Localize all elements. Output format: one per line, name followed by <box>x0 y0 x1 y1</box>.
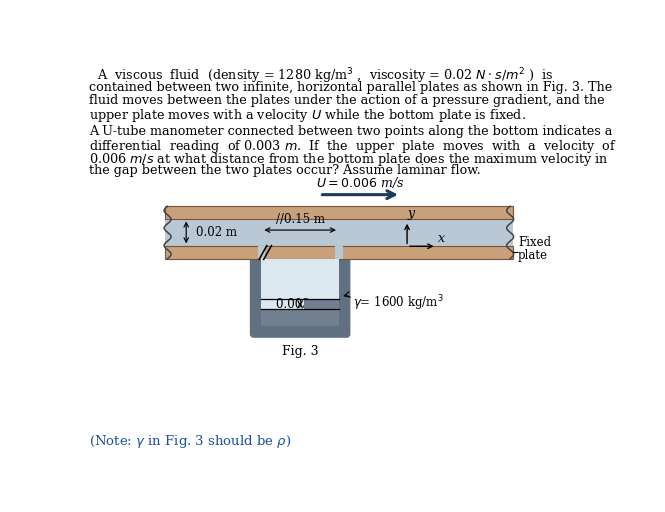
Text: (Note: $\gamma$ in Fig. 3 should be $\rho$): (Note: $\gamma$ in Fig. 3 should be $\rh… <box>89 433 292 450</box>
Text: $\gamma$= 1600 kg/m$^3$: $\gamma$= 1600 kg/m$^3$ <box>353 293 444 313</box>
FancyBboxPatch shape <box>251 255 350 337</box>
Text: //0.15 m: //0.15 m <box>275 213 325 226</box>
Bar <box>335 246 342 259</box>
Text: 0.006 $m/s$ at what distance from the bottom plate does the maximum velocity in: 0.006 $m/s$ at what distance from the bo… <box>89 151 608 168</box>
Text: differential  reading  of 0.003 $m$.  If  the  upper  plate  moves  with  a  vel: differential reading of 0.003 $m$. If th… <box>89 138 617 155</box>
Text: plate: plate <box>518 249 548 262</box>
Bar <box>304 300 339 309</box>
Text: Fig. 3: Fig. 3 <box>282 345 319 358</box>
Bar <box>164 246 513 259</box>
Bar <box>164 219 513 246</box>
Text: A U-tube manometer connected between two points along the bottom indicates a: A U-tube manometer connected between two… <box>89 124 612 138</box>
Text: fluid moves between the plates under the action of a pressure gradient, and the: fluid moves between the plates under the… <box>89 94 605 107</box>
Bar <box>261 309 339 326</box>
Bar <box>261 259 339 326</box>
Text: the gap between the two plates occur? Assume laminar flow.: the gap between the two plates occur? As… <box>89 164 481 177</box>
Text: 0.02 m: 0.02 m <box>196 226 237 239</box>
Text: 0.003 m: 0.003 m <box>276 298 325 311</box>
Text: Fixed: Fixed <box>518 237 551 249</box>
Text: $U = 0.006$ m/s: $U = 0.006$ m/s <box>316 175 404 190</box>
Text: x: x <box>438 232 445 245</box>
Text: contained between two infinite, horizontal parallel plates as shown in Fig. 3. T: contained between two infinite, horizont… <box>89 81 612 94</box>
Bar <box>164 206 513 219</box>
Text: upper plate moves with a velocity $U$ while the bottom plate is fixed.: upper plate moves with a velocity $U$ wh… <box>89 107 526 124</box>
Bar <box>257 246 265 259</box>
Text: y: y <box>408 207 415 220</box>
Text: A  viscous  fluid  (density = 1280 kg/m$^3$ ,  viscosity = 0.02 $N \cdot s/m^2$ : A viscous fluid (density = 1280 kg/m$^3$… <box>97 67 553 87</box>
